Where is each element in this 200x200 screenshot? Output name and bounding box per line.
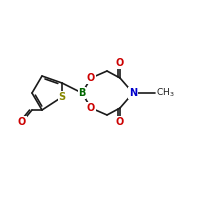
Text: B: B (78, 88, 86, 98)
Text: N: N (129, 88, 137, 98)
Text: CH$_3$: CH$_3$ (156, 87, 175, 99)
Text: S: S (58, 92, 66, 102)
Text: O: O (116, 58, 124, 68)
Text: O: O (116, 117, 124, 127)
Text: O: O (87, 73, 95, 83)
Text: O: O (18, 117, 26, 127)
Text: O: O (87, 103, 95, 113)
